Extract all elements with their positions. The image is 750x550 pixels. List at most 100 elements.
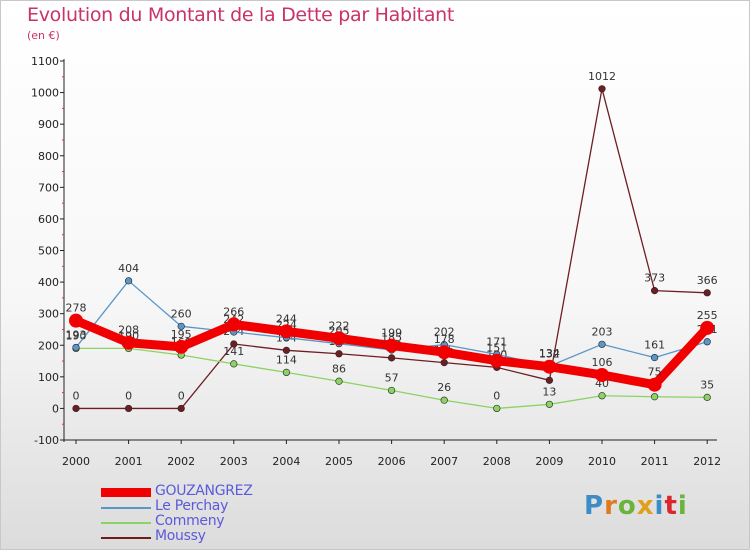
data-label-le-perchay: 203 xyxy=(592,325,613,338)
legend-label: Le Perchay xyxy=(155,498,229,514)
data-label-le-perchay: 193 xyxy=(66,328,87,341)
data-point-moussy xyxy=(282,346,291,354)
legend-item: GOUZANGREZ xyxy=(101,483,301,500)
data-point-moussy xyxy=(177,404,185,413)
x-tick-label: 2009 xyxy=(535,455,563,468)
data-label-moussy: 1012 xyxy=(588,70,616,83)
data-label-le-perchay: 134 xyxy=(539,347,560,360)
data-label-gouzangrez: 199 xyxy=(381,327,402,340)
data-point-le-perchay xyxy=(124,277,133,285)
data-point-commeny xyxy=(545,400,554,408)
data-point-moussy xyxy=(598,85,606,93)
y-tick-label: 700 xyxy=(38,181,59,194)
data-label-commeny: 13 xyxy=(542,385,556,398)
x-tick-label: 2002 xyxy=(167,455,195,468)
data-point-commeny xyxy=(282,368,291,377)
data-label-gouzangrez: 255 xyxy=(697,309,718,322)
data-point-moussy xyxy=(703,289,711,297)
data-label-gouzangrez: 266 xyxy=(223,305,244,318)
data-label-commeny: 141 xyxy=(223,345,244,358)
data-point-gouzangrez xyxy=(647,377,662,392)
data-point-le-perchay xyxy=(598,340,606,348)
data-point-commeny xyxy=(703,393,711,401)
x-tick-label: 2010 xyxy=(588,455,616,468)
y-tick-label: 300 xyxy=(38,308,59,321)
data-point-commeny xyxy=(388,386,396,395)
data-point-moussy xyxy=(124,404,133,413)
y-tick-label: 200 xyxy=(38,339,59,352)
data-point-gouzangrez xyxy=(174,339,189,354)
data-point-le-perchay xyxy=(72,343,80,352)
y-tick-label: 900 xyxy=(38,118,59,131)
data-label-le-perchay: 202 xyxy=(434,326,455,339)
logo-letter: i xyxy=(654,491,665,521)
x-tick-label: 2008 xyxy=(483,455,511,468)
data-point-gouzangrez xyxy=(542,359,557,374)
x-tick-label: 2004 xyxy=(272,455,300,468)
data-label-le-perchay: 404 xyxy=(118,262,139,275)
data-label-le-perchay: 171 xyxy=(486,335,507,348)
y-tick-label: 500 xyxy=(38,245,59,258)
data-point-gouzangrez xyxy=(437,345,452,360)
data-point-gouzangrez xyxy=(595,367,609,382)
data-point-moussy xyxy=(440,359,448,367)
data-point-gouzangrez xyxy=(700,320,715,335)
data-label-commeny: 114 xyxy=(276,353,297,366)
data-point-moussy xyxy=(335,350,343,358)
data-label-gouzangrez: 208 xyxy=(118,324,139,337)
y-tick-label: 1100 xyxy=(31,55,59,68)
y-tick-label: 600 xyxy=(38,213,59,226)
data-label-commeny: 86 xyxy=(332,362,346,375)
y-tick-label: 0 xyxy=(52,402,59,415)
x-tick-label: 2011 xyxy=(641,455,669,468)
data-point-commeny xyxy=(493,404,501,413)
data-label-moussy: 0 xyxy=(73,389,80,402)
y-tick-label: 400 xyxy=(38,276,59,289)
legend-label: Moussy xyxy=(155,528,206,544)
data-point-gouzangrez xyxy=(489,353,504,368)
legend-swatch xyxy=(101,522,151,524)
legend-item: Commeny xyxy=(101,513,301,530)
data-label-moussy: 0 xyxy=(125,389,132,402)
data-label-commeny: 35 xyxy=(700,378,714,391)
chart-title: Evolution du Montant de la Dette par Hab… xyxy=(27,4,455,26)
data-label-gouzangrez: 222 xyxy=(329,319,350,332)
data-point-moussy xyxy=(72,404,80,413)
data-label-gouzangrez: 244 xyxy=(276,312,297,325)
data-point-moussy xyxy=(388,354,396,362)
logo-letter: P xyxy=(584,491,605,521)
data-label-gouzangrez: 178 xyxy=(434,333,455,346)
data-point-gouzangrez xyxy=(121,335,136,350)
y-tick-label: 100 xyxy=(38,371,59,384)
logo-letter: i xyxy=(677,491,688,521)
data-label-gouzangrez: 278 xyxy=(66,302,87,315)
data-label-gouzangrez: 132 xyxy=(539,348,560,361)
proxiti-logo: Proxiti xyxy=(584,491,688,521)
legend-label: Commeny xyxy=(155,513,225,529)
data-point-commeny xyxy=(440,396,448,404)
data-point-commeny xyxy=(598,392,606,400)
data-label-commeny: 190 xyxy=(66,329,87,342)
data-point-gouzangrez xyxy=(226,317,241,332)
x-tick-label: 2000 xyxy=(62,455,90,468)
data-point-moussy xyxy=(230,340,238,348)
data-point-gouzangrez xyxy=(332,331,346,346)
data-label-gouzangrez: 195 xyxy=(171,328,192,341)
data-label-commeny: 0 xyxy=(493,389,500,402)
x-tick-label: 2012 xyxy=(693,455,721,468)
legend-swatch xyxy=(101,507,151,509)
data-point-moussy xyxy=(650,287,659,295)
logo-letter: r xyxy=(604,491,618,521)
logo-letter: t xyxy=(664,491,678,521)
x-tick-label: 2007 xyxy=(430,455,458,468)
data-point-le-perchay xyxy=(650,353,659,362)
data-label-moussy: 366 xyxy=(697,274,718,287)
data-point-commeny xyxy=(335,377,343,385)
x-tick-label: 2006 xyxy=(378,455,406,468)
x-tick-label: 2005 xyxy=(325,455,353,468)
data-point-le-perchay xyxy=(703,338,711,346)
legend-item: Moussy xyxy=(101,528,301,545)
logo-letter: x xyxy=(636,491,655,521)
data-label-gouzangrez: 151 xyxy=(486,342,507,355)
